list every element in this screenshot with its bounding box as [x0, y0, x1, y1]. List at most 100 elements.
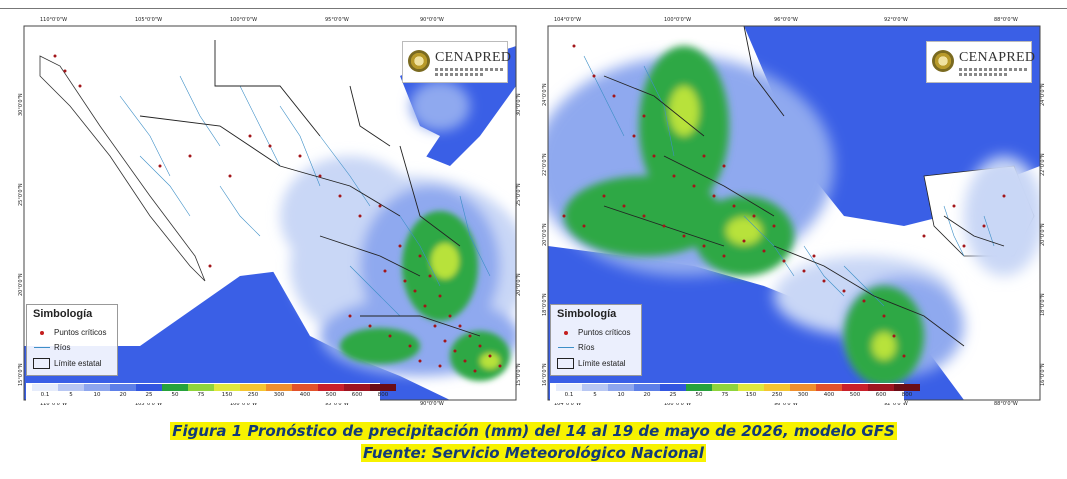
right-tick: 20°0'0"N: [1040, 223, 1046, 246]
top-tick: 110°0'0"W: [40, 17, 68, 23]
right-tick: 25°0'0"N: [516, 183, 522, 206]
right-tick: 24°0'0"N: [1040, 83, 1046, 106]
map-canvas: [547, 25, 1041, 401]
left-tick: 30°0'0"N: [18, 93, 24, 116]
top-tick: 88°0'0"W: [994, 17, 1018, 23]
bottom-tick: 95°0'0"W: [325, 401, 349, 407]
logo-subtitle-line: [959, 73, 1009, 76]
color-scale-swatch: [240, 384, 266, 391]
top-tick: 96°0'0"W: [774, 17, 798, 23]
color-scale-label: 800: [901, 392, 913, 398]
color-scale-label: 300: [797, 392, 809, 398]
legend-title: Simbología: [33, 308, 93, 320]
logo-name: CENAPRED: [435, 50, 512, 65]
color-scale-label: 500: [325, 392, 337, 398]
color-scale-swatch: [660, 384, 686, 391]
rivers-layer: [583, 55, 995, 307]
right-tick: 22°0'0"N: [1040, 153, 1046, 176]
left-tick: 15°0'0"N: [18, 363, 24, 386]
color-scale-labels: 0.1 5 10 20 25 50 75 150 250 300 400 500 600 800: [32, 392, 396, 398]
legend-item-label: Límite estatal: [54, 359, 102, 368]
logo-subtitle-line: [959, 68, 1027, 71]
legend-item-label: Puntos críticos: [54, 328, 107, 337]
color-scale-label: 75: [721, 392, 729, 398]
cenapred-logo: CENAPRED: [926, 41, 1035, 83]
color-scale-label: 300: [273, 392, 285, 398]
legend-item-label: Ríos: [578, 343, 595, 352]
state-border-symbol-icon: [33, 358, 50, 369]
color-scale-swatch: [370, 384, 396, 391]
color-scale-bar: [32, 384, 396, 391]
figure-caption-source-text: Fuente: Servicio Meteorológico Nacional: [361, 444, 706, 462]
color-scale-label: 25: [669, 392, 677, 398]
color-scale-swatch: [266, 384, 292, 391]
top-tick: 100°0'0"W: [664, 17, 692, 23]
color-scale-label: 5: [593, 392, 597, 398]
bottom-tick: 88°0'0"W: [994, 401, 1018, 407]
critical-point-symbol-icon: [40, 331, 44, 335]
left-tick: 18°0'0"N: [542, 293, 548, 316]
top-tick: 104°0'0"W: [554, 17, 582, 23]
legend-item-label: Límite estatal: [578, 359, 626, 368]
top-tick: 105°0'0"W: [135, 17, 163, 23]
forecast-map-national: 110°0'0"W 105°0'0"W 100°0'0"W 95°0'0"W 9…: [18, 16, 522, 407]
bottom-tick: 96°0'0"W: [774, 401, 798, 407]
left-tick: 20°0'0"N: [542, 223, 548, 246]
color-scale-label: 600: [351, 392, 363, 398]
rivers-layer: [119, 75, 491, 317]
color-scale-swatch: [32, 384, 58, 391]
top-tick: 90°0'0"W: [420, 17, 444, 23]
color-scale-swatch: [868, 384, 894, 391]
critical-point-symbol-icon: [564, 331, 568, 335]
color-scale-label: 50: [695, 392, 703, 398]
right-tick: 16°0'0"N: [1040, 363, 1046, 386]
color-scale-label: 10: [617, 392, 625, 398]
color-scale-label: 20: [643, 392, 651, 398]
color-scale-swatch: [162, 384, 188, 391]
color-scale-swatch: [712, 384, 738, 391]
color-scale-label: 0.1: [40, 392, 50, 398]
color-scale-label: 20: [119, 392, 127, 398]
color-scale-label: 400: [823, 392, 835, 398]
color-scale-label: 800: [377, 392, 389, 398]
critical-points-layer: [562, 44, 1006, 358]
color-scale-swatch: [608, 384, 634, 391]
left-tick: 20°0'0"N: [18, 273, 24, 296]
color-scale-swatch: [894, 384, 920, 391]
color-scale-label: 500: [849, 392, 861, 398]
legend-item-label: Ríos: [54, 343, 71, 352]
precip-color-scale: 0.1 5 10 20 25 50 75 150 250 300 400 500 600 800: [26, 383, 396, 403]
state-borders-layer: [139, 40, 481, 337]
right-tick: 18°0'0"N: [1040, 293, 1046, 316]
bottom-tick: 100°0'0"W: [230, 401, 258, 407]
bottom-tick: 105°0'0"W: [135, 401, 163, 407]
color-scale-bar: [556, 384, 920, 391]
legend-title: Simbología: [557, 308, 617, 320]
cenapred-seal-icon: [932, 50, 954, 72]
color-scale-swatch: [764, 384, 790, 391]
color-scale-label: 10: [93, 392, 101, 398]
color-scale-swatch: [214, 384, 240, 391]
color-scale-swatch: [110, 384, 136, 391]
bottom-tick: 104°0'0"W: [554, 401, 582, 407]
state-borders-layer: [603, 26, 1005, 347]
figure-caption-title: Figura 1 Pronóstico de precipitación (mm…: [0, 421, 1067, 441]
color-scale-swatch: [634, 384, 660, 391]
baja-california: [39, 55, 206, 282]
color-scale-swatch: [816, 384, 842, 391]
color-scale-swatch: [318, 384, 344, 391]
color-scale-label: 600: [875, 392, 887, 398]
color-scale-swatch: [686, 384, 712, 391]
color-scale-swatch: [188, 384, 214, 391]
color-scale-swatch: [790, 384, 816, 391]
color-scale-label: 5: [69, 392, 73, 398]
map-canvas: [23, 25, 517, 401]
logo-subtitle-line: [435, 73, 485, 76]
river-symbol-icon: [34, 347, 50, 348]
left-tick: 24°0'0"N: [542, 83, 548, 106]
figure-caption-source: Fuente: Servicio Meteorológico Nacional: [0, 443, 1067, 463]
color-scale-swatch: [842, 384, 868, 391]
color-scale-swatch: [292, 384, 318, 391]
left-tick: 25°0'0"N: [18, 183, 24, 206]
color-scale-swatch: [738, 384, 764, 391]
